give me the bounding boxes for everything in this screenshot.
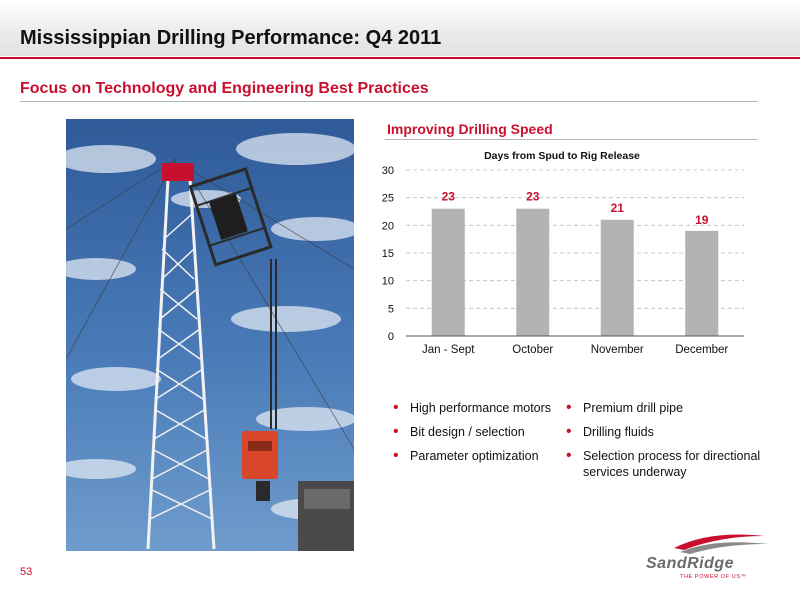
drilling-rig-photo xyxy=(66,119,354,551)
bullet-list-right: Premium drill pipe Drilling fluids Selec… xyxy=(566,400,766,488)
slide-title: Mississippian Drilling Performance: Q4 2… xyxy=(20,27,442,49)
drilling-speed-chart: Days from Spud to Rig Release 0 5 10 15 20 25… xyxy=(382,150,744,356)
x-axis: Jan - Sept October November December xyxy=(422,344,728,356)
y-tick-label: 5 xyxy=(388,303,394,315)
y-tick-label: 15 xyxy=(382,248,394,260)
header-band xyxy=(0,0,800,56)
bar-value-label: 23 xyxy=(442,190,456,204)
x-tick-label: December xyxy=(675,344,728,356)
bar-value-label: 21 xyxy=(611,201,625,215)
chart-heading-divider xyxy=(385,139,758,140)
bar xyxy=(431,208,465,336)
chart-data-labels: 23 23 21 19 xyxy=(442,190,709,227)
bar xyxy=(516,208,550,336)
x-tick-label: November xyxy=(591,344,644,356)
y-tick-label: 20 xyxy=(382,220,394,232)
bullet-item: Bit design / selection xyxy=(393,424,563,440)
page-number: 53 xyxy=(20,566,33,578)
bullet-list-left: High performance motors Bit design / sel… xyxy=(393,400,563,472)
bar xyxy=(685,230,719,336)
x-tick-label: Jan - Sept xyxy=(422,344,475,356)
logo-tagline: THE POWER OF US™ xyxy=(680,574,747,580)
subtitle-divider xyxy=(20,101,758,102)
sandridge-logo: SandRidge THE POWER OF US™ xyxy=(646,534,768,580)
y-tick-label: 30 xyxy=(382,165,394,177)
slide-subtitle: Focus on Technology and Engineering Best… xyxy=(20,80,429,97)
bar xyxy=(600,219,634,336)
x-tick-label: October xyxy=(512,344,553,356)
y-axis: 0 5 10 15 20 25 30 xyxy=(382,165,394,343)
title-divider xyxy=(0,57,800,59)
chart-title: Days from Spud to Rig Release xyxy=(484,150,640,162)
chart-bars xyxy=(431,208,719,336)
chart-heading: Improving Drilling Speed xyxy=(387,121,553,137)
y-tick-label: 10 xyxy=(382,276,394,288)
bar-value-label: 23 xyxy=(526,190,540,204)
bullet-item: Parameter optimization xyxy=(393,448,563,464)
bullet-item: High performance motors xyxy=(393,400,563,416)
y-tick-label: 0 xyxy=(388,331,394,343)
logo-wordmark: SandRidge xyxy=(646,555,734,572)
bullet-item: Selection process for directional servic… xyxy=(566,448,766,480)
y-tick-label: 25 xyxy=(382,193,394,205)
bullet-item: Premium drill pipe xyxy=(566,400,766,416)
bullet-item: Drilling fluids xyxy=(566,424,766,440)
bar-value-label: 19 xyxy=(695,213,709,227)
